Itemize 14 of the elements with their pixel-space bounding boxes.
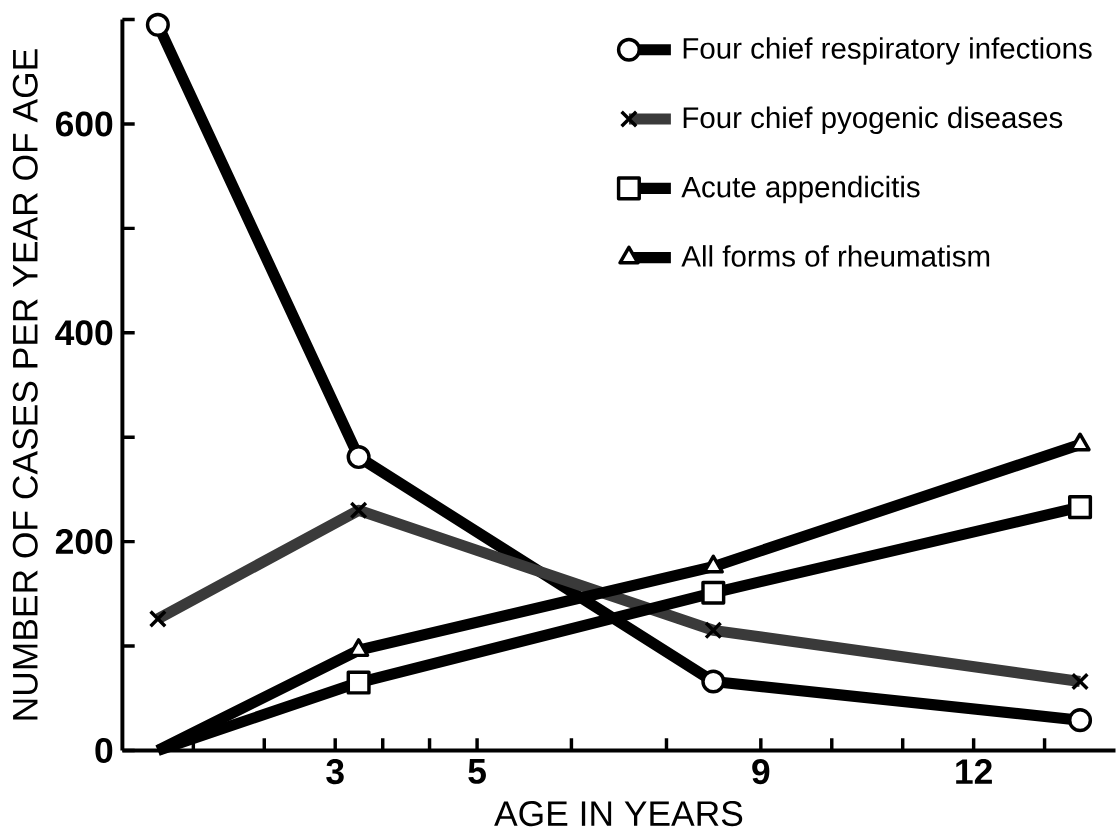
x-tick-label: 12: [956, 759, 992, 784]
x-tick-label: 3: [326, 759, 344, 785]
x-tick-label: 9: [752, 759, 770, 785]
legend-label: All forms of rheumatism: [681, 245, 990, 267]
legend-label: Four chief pyogenic diseases: [683, 106, 1063, 135]
legend-label: Acute appendicitis: [681, 175, 920, 204]
y-tick-label: 400: [55, 320, 113, 346]
x-axis-title: AGE IN YEARS: [494, 801, 743, 827]
y-tick-label: 0: [95, 737, 113, 764]
x-tick-label: 5: [468, 759, 486, 784]
y-axis-title: NUMBER OF CASES PER YEAR OF AGE: [12, 49, 38, 720]
y-tick-label: 200: [55, 529, 113, 555]
legend-label: Four chief respiratory infections: [683, 37, 1092, 65]
y-tick-label: 600: [55, 111, 113, 137]
